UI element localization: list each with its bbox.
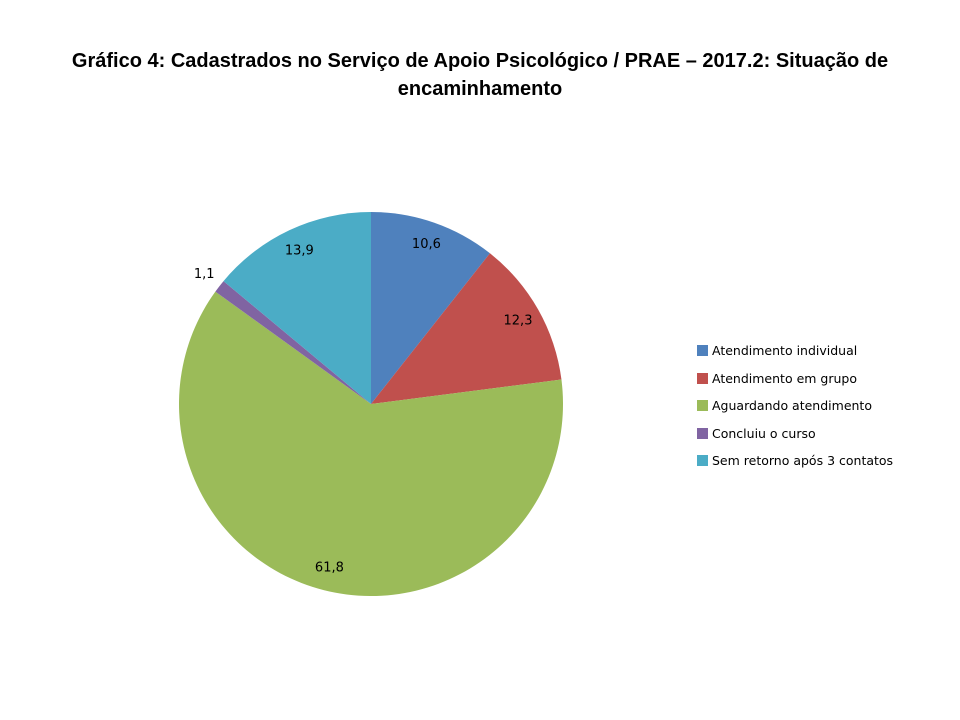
legend-swatch-icon-3 [697, 427, 708, 439]
legend-item-1: Atendimento em grupo [697, 365, 893, 393]
legend-label-2: Aguardando atendimento [712, 398, 872, 414]
pie-slice-4 [223, 212, 371, 404]
legend-swatch-icon-4 [697, 455, 708, 467]
legend-item-3: Concluiu o curso [697, 420, 893, 448]
legend-item-0: Atendimento individual [697, 337, 893, 365]
legend-swatch-icon-1 [697, 372, 708, 384]
legend-label-0: Atendimento individual [712, 343, 858, 359]
legend-swatch-icon-0 [697, 345, 708, 357]
data-label-3: 1,1 [194, 267, 215, 282]
legend-item-4: Sem retorno após 3 contatos [697, 447, 893, 475]
pie-slice-3 [215, 281, 371, 404]
data-label-2: 61,8 [315, 560, 344, 575]
legend: Atendimento individual Atendimento em gru… [697, 337, 893, 475]
data-label-1: 12,3 [504, 313, 533, 328]
legend-swatch-icon-2 [697, 400, 708, 412]
pie-slice-0 [371, 212, 490, 404]
data-label-4: 13,9 [285, 244, 314, 259]
chart-title: Gráfico 4: Cadastrados no Serviço de Apo… [0, 47, 960, 103]
pie-slice-2 [179, 291, 564, 597]
chart-title-line2: encaminhamento [397, 78, 563, 100]
legend-label-1: Atendimento em grupo [712, 370, 857, 386]
legend-label-3: Concluiu o curso [712, 425, 816, 441]
pie-slice-1 [371, 253, 562, 404]
legend-label-4: Sem retorno após 3 contatos [712, 453, 894, 469]
data-label-0: 10,6 [412, 237, 441, 252]
chart-title-line1: Gráfico 4: Cadastrados no Serviço de Apo… [71, 50, 889, 72]
legend-item-2: Aguardando atendimento [697, 392, 893, 420]
